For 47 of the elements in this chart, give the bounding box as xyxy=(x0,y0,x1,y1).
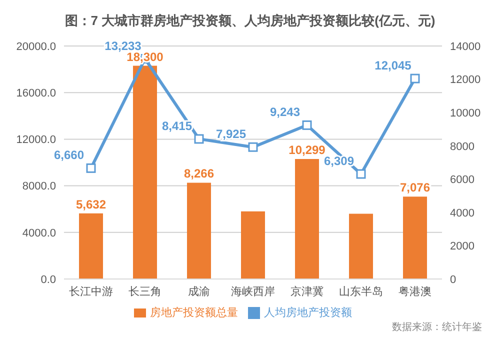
point xyxy=(302,120,312,130)
x-tick-label: 山东半岛 xyxy=(339,284,383,298)
data-label: 10,299 xyxy=(288,143,326,158)
data-label: 13,233 xyxy=(104,38,142,53)
data-label: 12,045 xyxy=(374,58,412,73)
bar xyxy=(349,214,373,279)
y2-tick-label: 14000 xyxy=(450,40,481,53)
data-label: 7,076 xyxy=(400,180,430,195)
point xyxy=(248,142,258,152)
data-label: 9,243 xyxy=(270,105,300,120)
y-tick-label: 4000.0 xyxy=(22,227,56,240)
legend-label: 人均房地产投资额 xyxy=(264,307,352,319)
x-tick-label: 粤港澳 xyxy=(398,284,432,298)
y-tick-label: 12000.0 xyxy=(16,134,56,146)
data-label: 5,632 xyxy=(76,197,106,212)
y-tick-label: 16000.0 xyxy=(16,88,56,100)
x-tick-label: 京津冀 xyxy=(290,284,324,298)
x-tick-label: 长江中游 xyxy=(69,284,113,298)
point xyxy=(410,74,420,84)
bar xyxy=(133,66,157,279)
y-tick-label: 8000.0 xyxy=(22,180,56,193)
y2-tick-label: 6000 xyxy=(450,174,474,186)
data-label: 6,660 xyxy=(54,148,84,162)
bar xyxy=(79,213,103,279)
y2-tick-label: 8000 xyxy=(450,140,474,153)
bar xyxy=(187,182,211,279)
bar xyxy=(403,196,427,279)
y2-tick-label: 10000 xyxy=(450,107,481,120)
data-label: 8,266 xyxy=(184,166,214,181)
x-tick-label: 长三角 xyxy=(128,284,162,298)
y2-tick-label: 4000 xyxy=(450,207,474,220)
bar xyxy=(241,211,265,279)
y2-tick-label: 0 xyxy=(450,274,456,286)
y2-tick-label: 12000 xyxy=(450,74,481,86)
point xyxy=(86,163,96,173)
point xyxy=(356,169,366,179)
point xyxy=(194,134,204,144)
source-note: 数据来源：统计年鉴 xyxy=(391,320,483,334)
y2-tick-label: 2000 xyxy=(450,240,474,253)
y-tick-label: 0.0 xyxy=(40,274,56,286)
x-tick-label: 海峡西岸 xyxy=(231,284,275,298)
y-tick-label: 20000.0 xyxy=(16,40,56,53)
legend-label: 房地产投资额总量 xyxy=(150,307,238,319)
x-tick-label: 成渝 xyxy=(188,284,210,298)
chart-title: 图：7 大城市群房地产投资额、人均房地产投资额比较(亿元、元) xyxy=(64,12,436,30)
data-label: 7,925 xyxy=(216,127,246,142)
bar xyxy=(295,159,319,279)
